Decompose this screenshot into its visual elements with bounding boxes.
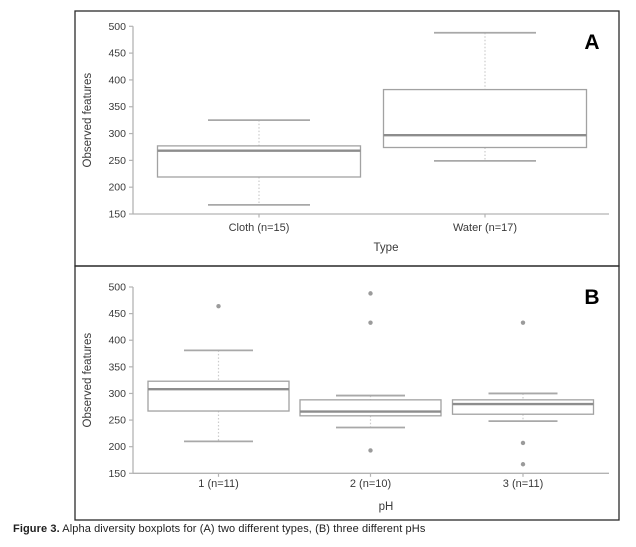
figure-caption-label: Figure 3.: [13, 523, 60, 535]
panel-a-y-tick-label: 400: [108, 74, 126, 86]
panel-b-y-tick-label: 300: [108, 388, 126, 400]
panel-a-y-tick-label: 350: [108, 101, 126, 113]
figure-caption: Figure 3. Alpha diversity boxplots for (…: [13, 523, 623, 535]
panel-a-y-tick-label: 150: [108, 209, 126, 221]
panel-b-y-tick-label: 450: [108, 308, 126, 320]
figure-caption-text: Alpha diversity boxplots for (A) two dif…: [59, 523, 426, 535]
panel-b-x-axis-title: pH: [379, 501, 394, 513]
panel-b-category-label: 2 (n=10): [350, 478, 391, 490]
outlier-point: [368, 291, 373, 296]
panel-a-y-tick-label: 500: [108, 21, 126, 33]
iqr-box: [382, 88, 588, 149]
panel-a-y-tick-label: 450: [108, 48, 126, 60]
panel-b-y-tick-label: 150: [108, 468, 126, 480]
panel-b-y-tick-label: 350: [108, 361, 126, 373]
outlier-point: [368, 448, 373, 453]
panel-a-y-axis-title: Observed features: [82, 73, 94, 168]
panel-a-y-tick-label: 300: [108, 128, 126, 140]
outlier-point: [368, 320, 373, 325]
panel-a-y-tick-label: 200: [108, 182, 126, 194]
panel-b-y-tick-label: 400: [108, 335, 126, 347]
panel-a-y-tick-label: 250: [108, 155, 126, 167]
iqr-box: [299, 399, 442, 417]
panel-a-letter: A: [584, 31, 599, 54]
panel-b-category-label: 1 (n=11): [198, 478, 238, 490]
panel-b-letter: B: [584, 286, 599, 309]
panel-b-category-label: 3 (n=11): [503, 478, 543, 490]
outlier-point: [520, 462, 526, 467]
outlier-point: [520, 320, 526, 325]
iqr-box: [147, 380, 290, 412]
panel-b-y-tick-label: 250: [108, 415, 126, 427]
outlier-point: [216, 303, 221, 309]
panel-a-category-label: Cloth (n=15): [229, 222, 290, 234]
outlier-point: [520, 440, 526, 446]
panel-b-frame: [74, 265, 620, 521]
iqr-box: [451, 399, 595, 415]
panel-b-y-axis-title: Observed features: [82, 333, 94, 428]
panel-b-y-tick-label: 200: [108, 441, 126, 453]
panel-b-y-tick-label: 500: [108, 281, 126, 293]
panel-a-x-axis-title: Type: [374, 242, 399, 254]
panel-a-category-label: Water (n=17): [453, 222, 517, 234]
